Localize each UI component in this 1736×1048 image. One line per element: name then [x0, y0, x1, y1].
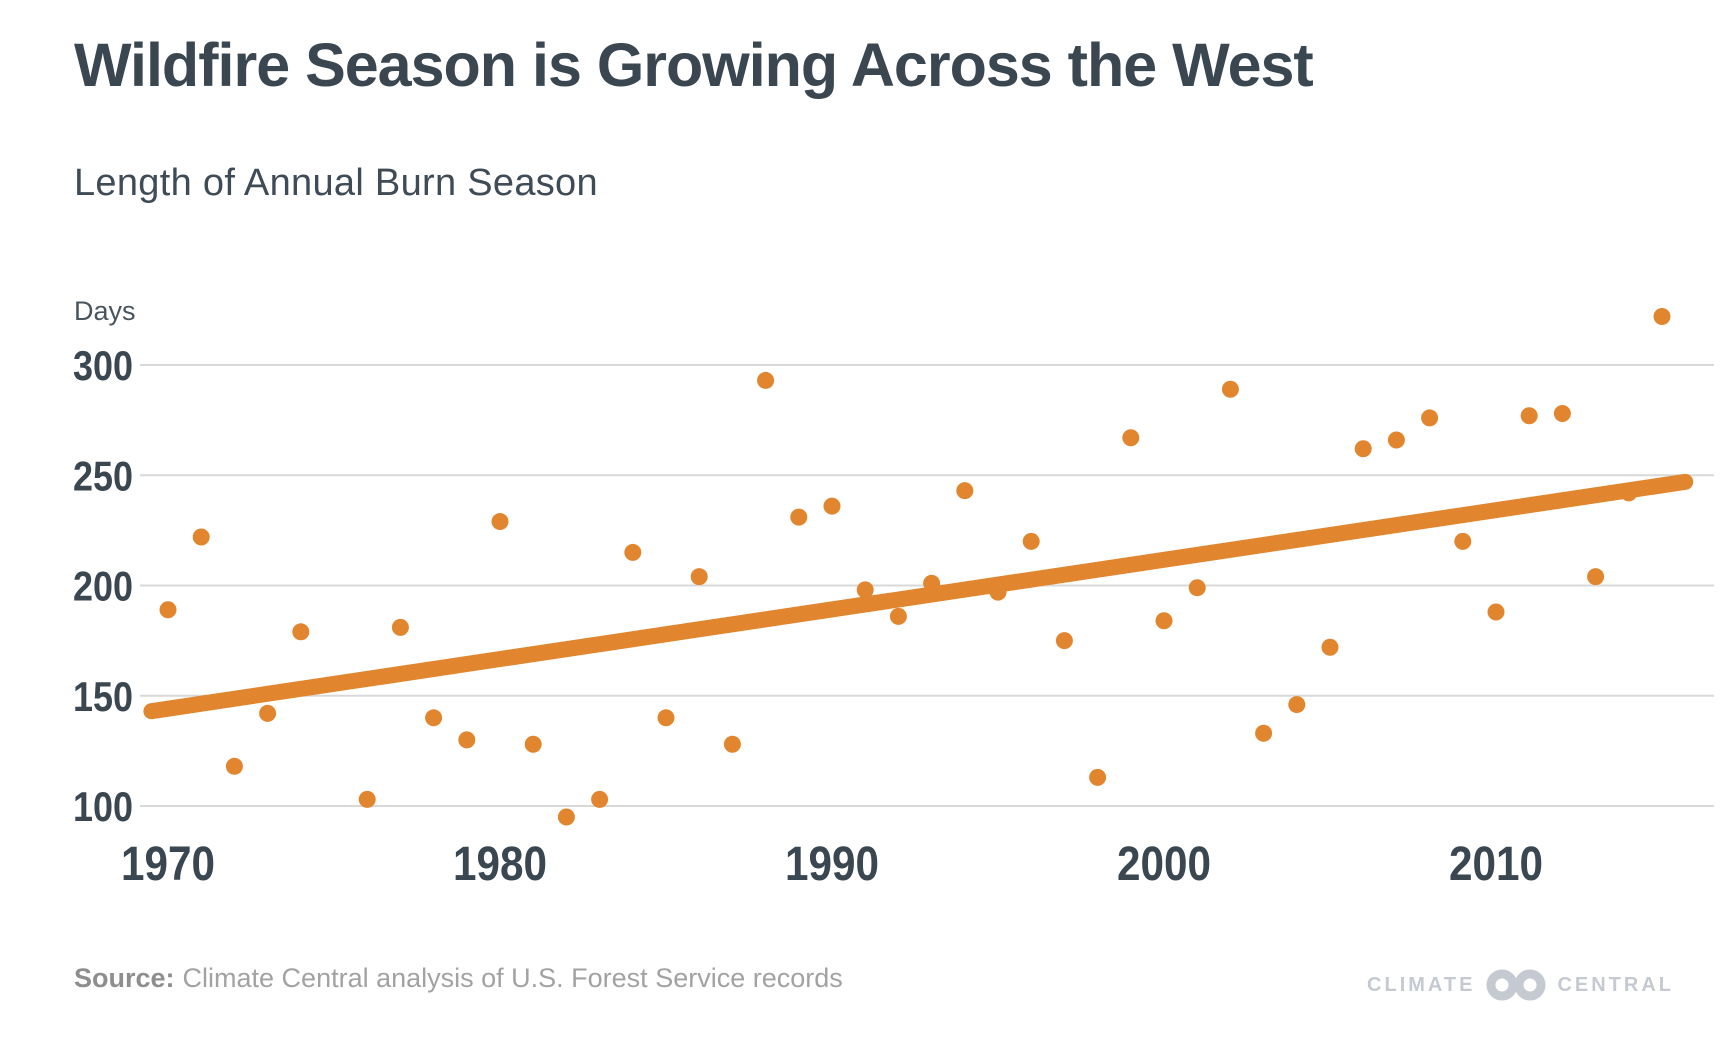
y-tick-label-250: 250	[73, 452, 133, 499]
x-tick-label-1970: 1970	[121, 838, 215, 891]
data-point-2010	[1487, 603, 1505, 621]
data-point-1978	[425, 709, 443, 727]
data-point-1982	[557, 808, 575, 826]
data-point-2007	[1387, 431, 1405, 449]
data-point-1983	[591, 790, 609, 808]
data-point-1972	[225, 757, 243, 775]
climate-central-logo: CLIMATE CENTRAL	[1367, 966, 1674, 1004]
x-tick-label-2000: 2000	[1117, 838, 1211, 891]
data-point-1986	[690, 568, 708, 586]
data-point-1987	[723, 735, 741, 753]
logo-central-text: CENTRAL	[1557, 974, 1674, 996]
data-point-1974	[292, 623, 310, 641]
interlocking-rings-icon	[1486, 969, 1546, 1001]
chart-title: Wildfire Season is Growing Across the We…	[74, 31, 1314, 99]
data-point-1997	[1055, 632, 1073, 650]
data-point-1990	[823, 497, 841, 515]
y-tick-label-100: 100	[73, 783, 133, 830]
source-label: Source:	[74, 963, 175, 993]
data-point-1976	[358, 790, 376, 808]
data-point-2002	[1221, 380, 1239, 398]
data-point-1998	[1089, 768, 1107, 786]
data-point-1970	[159, 601, 177, 619]
y-tick-label-300: 300	[73, 342, 133, 389]
data-point-1971	[192, 528, 210, 546]
data-point-2003	[1255, 724, 1273, 742]
data-point-2011	[1520, 407, 1538, 425]
data-point-1979	[458, 731, 476, 749]
data-point-2015	[1653, 307, 1671, 325]
data-point-2013	[1587, 568, 1605, 586]
data-point-2004	[1288, 696, 1306, 714]
source-text: Climate Central analysis of U.S. Forest …	[182, 963, 843, 993]
data-point-1994	[956, 482, 974, 500]
data-point-1980	[491, 513, 509, 531]
logo-climate-text: CLIMATE	[1367, 974, 1476, 996]
data-point-1988	[757, 371, 775, 389]
x-tick-label-2010: 2010	[1449, 838, 1543, 891]
data-point-1989	[790, 508, 808, 526]
y-tick-label-200: 200	[73, 563, 133, 610]
data-point-1996	[1022, 532, 1040, 550]
data-point-1992	[889, 607, 907, 625]
data-point-1985	[657, 709, 675, 727]
data-point-1991	[856, 581, 874, 599]
data-point-2006	[1354, 440, 1372, 458]
data-point-1999	[1122, 429, 1140, 447]
data-point-1973	[259, 704, 277, 722]
source-line: Source: Climate Central analysis of U.S. …	[74, 963, 843, 994]
data-point-2009	[1454, 532, 1472, 550]
data-point-2001	[1188, 579, 1206, 597]
data-point-1981	[524, 735, 542, 753]
x-tick-label-1980: 1980	[453, 838, 547, 891]
data-point-2000	[1155, 612, 1173, 630]
data-point-1984	[624, 543, 642, 561]
trend-line	[143, 473, 1694, 720]
x-tick-label-1990: 1990	[785, 838, 879, 891]
data-point-2008	[1421, 409, 1439, 427]
y-axis-unit-label: Days	[74, 296, 136, 326]
data-point-2012	[1553, 405, 1571, 423]
data-point-1977	[391, 618, 409, 636]
chart-subtitle: Length of Annual Burn Season	[74, 162, 598, 204]
data-point-2005	[1321, 638, 1339, 656]
y-tick-label-150: 150	[73, 673, 133, 720]
